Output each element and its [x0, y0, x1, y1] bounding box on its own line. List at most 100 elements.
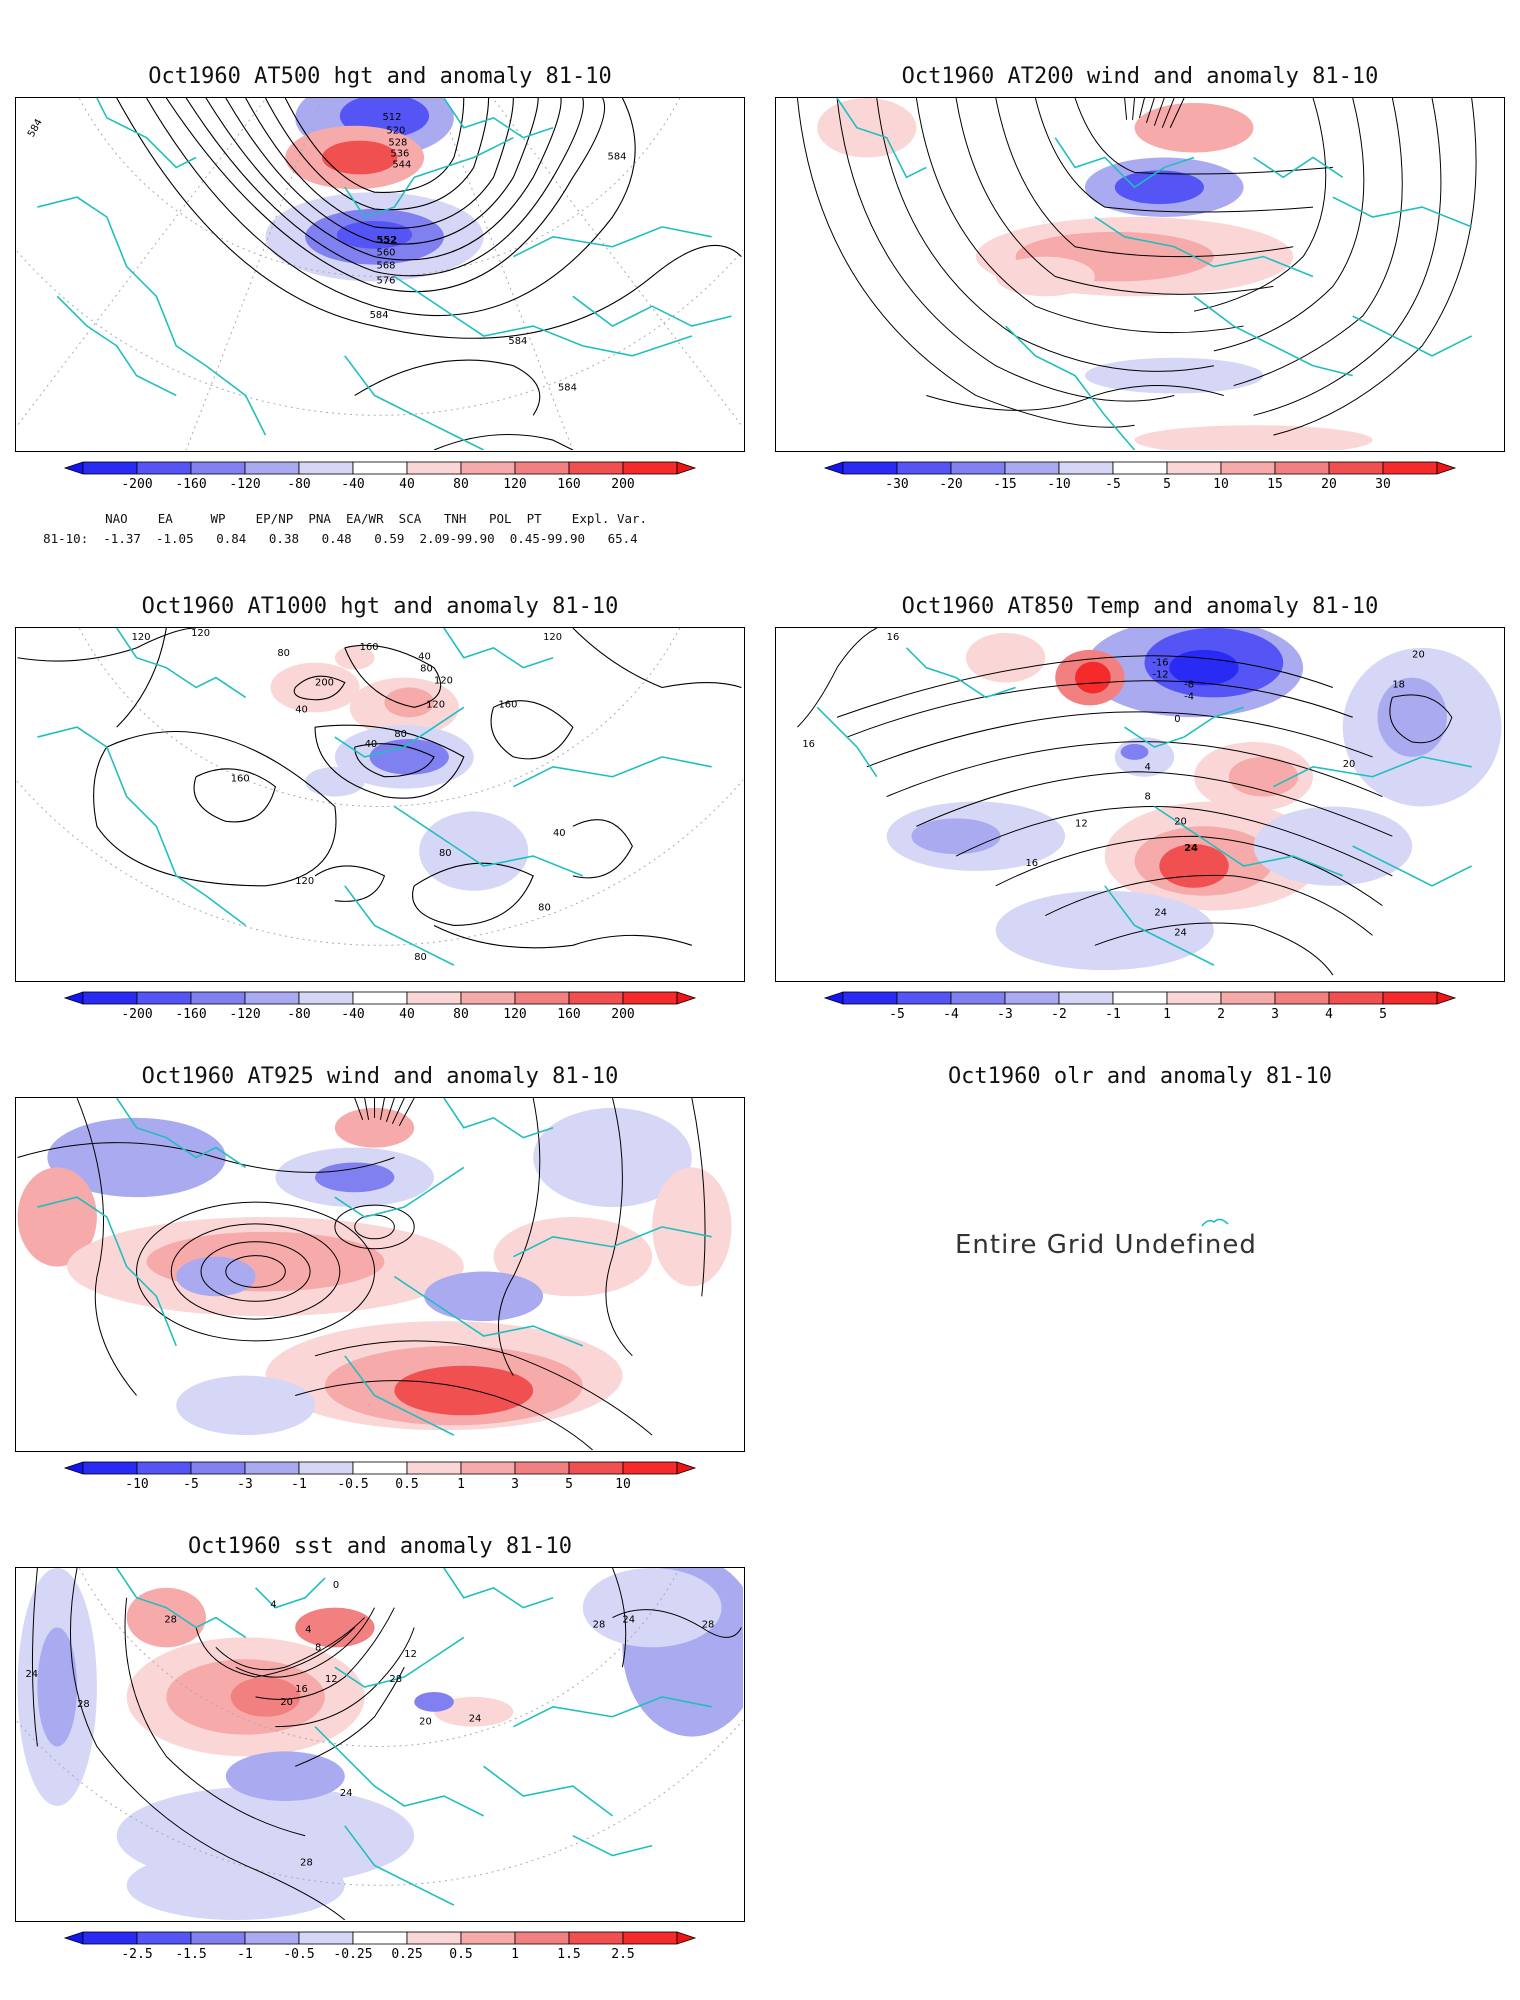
colorbar-swatch	[352, 991, 408, 1005]
svg-text:120: 120	[295, 876, 314, 887]
svg-text:16: 16	[802, 739, 815, 750]
colorbar-swatch	[950, 461, 1006, 475]
colorbar-tick-label: 1.5	[557, 1947, 580, 1962]
colorbar-tick-label: 30	[1375, 477, 1391, 492]
colorbar-swatch	[568, 991, 624, 1005]
colorbar-swatch	[190, 1931, 246, 1945]
colorbar-tick-label: -15	[993, 477, 1016, 492]
colorbar-tick-label: -5	[889, 1007, 905, 1022]
colorbar-tick-label: 1	[457, 1477, 465, 1492]
svg-text:120: 120	[191, 628, 210, 639]
panel-title-at925: Oct1960 AT925 wind and anomaly 81-10	[141, 1064, 619, 1089]
colorbar-swatch	[950, 991, 1006, 1005]
colorbar-tick-label: -1.5	[175, 1947, 206, 1962]
idx-h-ea: EA	[157, 511, 173, 526]
graticule	[16, 628, 743, 946]
colorbar-at200: -30 -20 -15 -10 -5 5 10 15 20 30	[823, 461, 1457, 492]
colorbar-tick-label: -3	[997, 1007, 1013, 1022]
svg-text:20: 20	[1412, 650, 1425, 661]
colorbar-tick-label: -1	[291, 1477, 307, 1492]
colorbar-arrow-low	[63, 991, 84, 1005]
idx-h-wp: WP	[210, 511, 226, 526]
svg-text:28: 28	[389, 1674, 402, 1685]
colorbar-tick-label: 5	[1379, 1007, 1387, 1022]
colorbar-tick-label: 10	[615, 1477, 631, 1492]
colorbar-swatch	[298, 1461, 354, 1475]
colorbar-swatch	[406, 461, 462, 475]
svg-text:80: 80	[538, 903, 551, 914]
panel-title-at200: Oct1960 AT200 wind and anomaly 81-10	[901, 64, 1379, 89]
svg-text:0: 0	[1174, 714, 1180, 725]
svg-text:12: 12	[404, 1649, 417, 1660]
svg-text:28: 28	[593, 1619, 606, 1630]
colorbar-arrow-low	[63, 1931, 84, 1945]
colorbar-swatch	[1112, 461, 1168, 475]
colorbar-tick-label: 120	[503, 1007, 526, 1022]
svg-text:512: 512	[382, 112, 401, 123]
anomaly-shading	[270, 645, 529, 891]
idx-v-epnp: 0.38	[268, 531, 299, 546]
colorbar-swatch	[1382, 461, 1438, 475]
colorbar-swatch	[352, 1461, 408, 1475]
contour-labels: 16 16 -16 -12 -8 -4 0 4 8 12 16 20 24 20…	[802, 632, 1424, 938]
svg-text:24: 24	[1154, 908, 1167, 919]
svg-text:160: 160	[498, 699, 517, 710]
colorbar-swatch	[1058, 461, 1114, 475]
svg-text:24: 24	[469, 1714, 482, 1725]
svg-text:16: 16	[295, 1684, 308, 1695]
colorbar-tick-label: 80	[453, 477, 469, 492]
coastlines	[37, 628, 712, 966]
colorbar-tick-label: 2	[1217, 1007, 1225, 1022]
map-at500: 512 520 528 536 544 552 560 568 576 584 …	[15, 97, 745, 452]
colorbar-swatch	[82, 991, 138, 1005]
colorbar-swatch	[568, 461, 624, 475]
colorbar-swatch	[244, 1461, 300, 1475]
svg-text:536: 536	[390, 149, 409, 160]
streamlines	[17, 1098, 706, 1450]
colorbar-swatch	[896, 461, 952, 475]
panel-title-olr: Oct1960 olr and anomaly 81-10	[947, 1064, 1333, 1089]
svg-text:40: 40	[295, 704, 308, 715]
olr-undefined-message: Entire Grid Undefined	[955, 1230, 1257, 1260]
colorbar-swatch	[568, 1931, 624, 1945]
colorbar-swatch	[1382, 991, 1438, 1005]
colorbar-swatch	[244, 1931, 300, 1945]
svg-text:80: 80	[277, 648, 290, 659]
colorbar-tick-label: 200	[611, 1007, 634, 1022]
svg-text:24: 24	[26, 1669, 39, 1680]
colorbar-tick-label: -1	[1105, 1007, 1121, 1022]
map-at850: 16 16 -16 -12 -8 -4 0 4 8 12 16 20 24 20…	[775, 627, 1505, 982]
svg-text:24: 24	[1184, 843, 1198, 854]
svg-text:120: 120	[543, 632, 562, 643]
colorbar-swatch	[514, 1931, 570, 1945]
colorbar-tick-label: 0.25	[391, 1947, 422, 1962]
colorbar-swatch	[82, 461, 138, 475]
svg-text:16: 16	[887, 632, 900, 643]
svg-text:584: 584	[26, 117, 45, 139]
colorbar-swatch	[1328, 991, 1384, 1005]
svg-text:4: 4	[1144, 762, 1150, 773]
colorbar-tick-label: 5	[565, 1477, 573, 1492]
svg-text:560: 560	[377, 248, 396, 259]
svg-text:28: 28	[300, 1857, 313, 1868]
colorbar-swatch	[82, 1461, 138, 1475]
colorbar-swatch	[842, 991, 898, 1005]
svg-text:-16: -16	[1152, 658, 1168, 669]
contour-labels: 120 120 120 80 160 200 40 80 120 160 120…	[132, 628, 566, 963]
colorbar-tick-label: 200	[611, 477, 634, 492]
colorbar-arrow-low	[823, 991, 844, 1005]
svg-text:40: 40	[418, 652, 431, 663]
idx-v-pol: 0.45-99.90	[509, 531, 586, 546]
map-at1000: 120 120 120 80 160 200 40 80 120 160 120…	[15, 627, 745, 982]
colorbar-at925: -10 -5 -3 -1 -0.5 0.5 1 3 5 10	[63, 1461, 697, 1492]
svg-text:28: 28	[702, 1619, 715, 1630]
coastlines	[836, 98, 1473, 450]
colorbar-swatch	[1112, 991, 1168, 1005]
colorbar-swatch	[1274, 991, 1330, 1005]
svg-text:576: 576	[377, 275, 396, 286]
colorbar-arrow-low	[63, 461, 84, 475]
anomaly-shading	[886, 628, 1502, 971]
svg-text:40: 40	[365, 739, 378, 750]
idx-v-pna: 0.48	[321, 531, 352, 546]
svg-text:584: 584	[508, 336, 527, 347]
